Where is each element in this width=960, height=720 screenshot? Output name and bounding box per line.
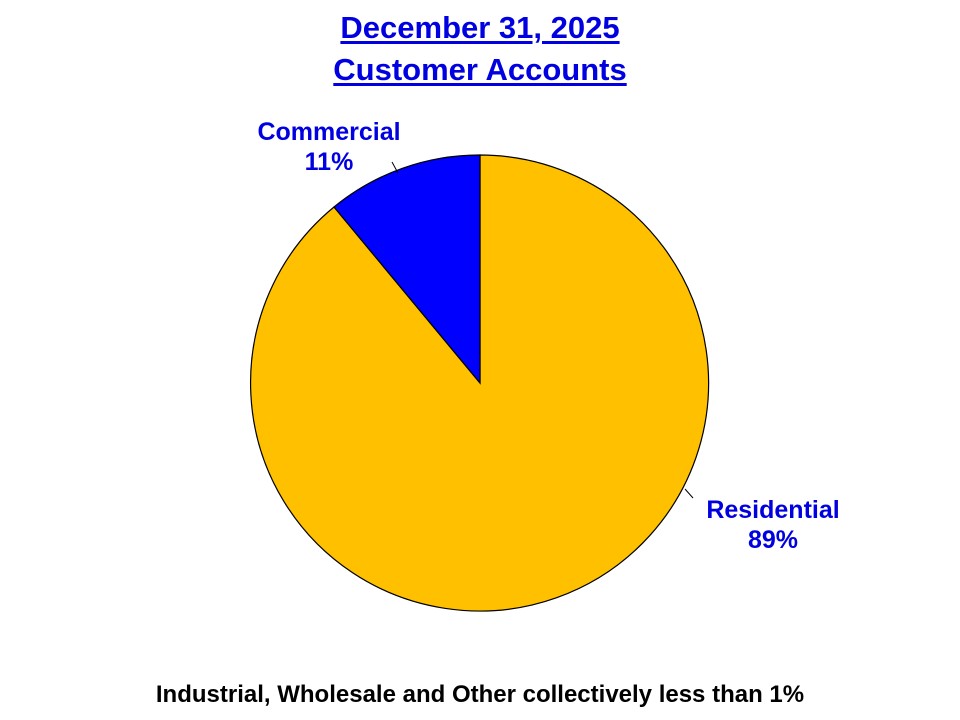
data-label-commercial-pct: 11% [304,148,354,176]
data-label-residential-name: Residential [706,496,840,524]
data-label-residential-pct: 89% [747,526,799,554]
leader-line-commercial [391,161,399,174]
data-label-commercial: Commercial 11% [243,117,415,177]
data-label-residential: Residential 89% [683,495,863,555]
chart-title-date: December 31, 2025 [340,10,620,45]
pie-slice-commercial [333,154,481,385]
chart-footnote: Industrial, Wholesale and Other collecti… [155,681,805,708]
leader-line-residential [684,488,694,499]
chart-title-subject: Customer Accounts [333,52,627,87]
data-label-commercial-name: Commercial [257,118,401,146]
